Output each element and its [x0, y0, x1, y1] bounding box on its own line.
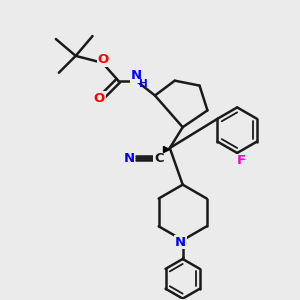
- Text: C: C: [154, 152, 164, 165]
- Text: H: H: [139, 79, 147, 88]
- Text: F: F: [237, 154, 246, 167]
- Text: O: O: [94, 92, 105, 105]
- Text: O: O: [98, 53, 109, 66]
- Text: N: N: [175, 236, 186, 249]
- Text: N: N: [124, 152, 135, 165]
- Text: N: N: [130, 69, 142, 82]
